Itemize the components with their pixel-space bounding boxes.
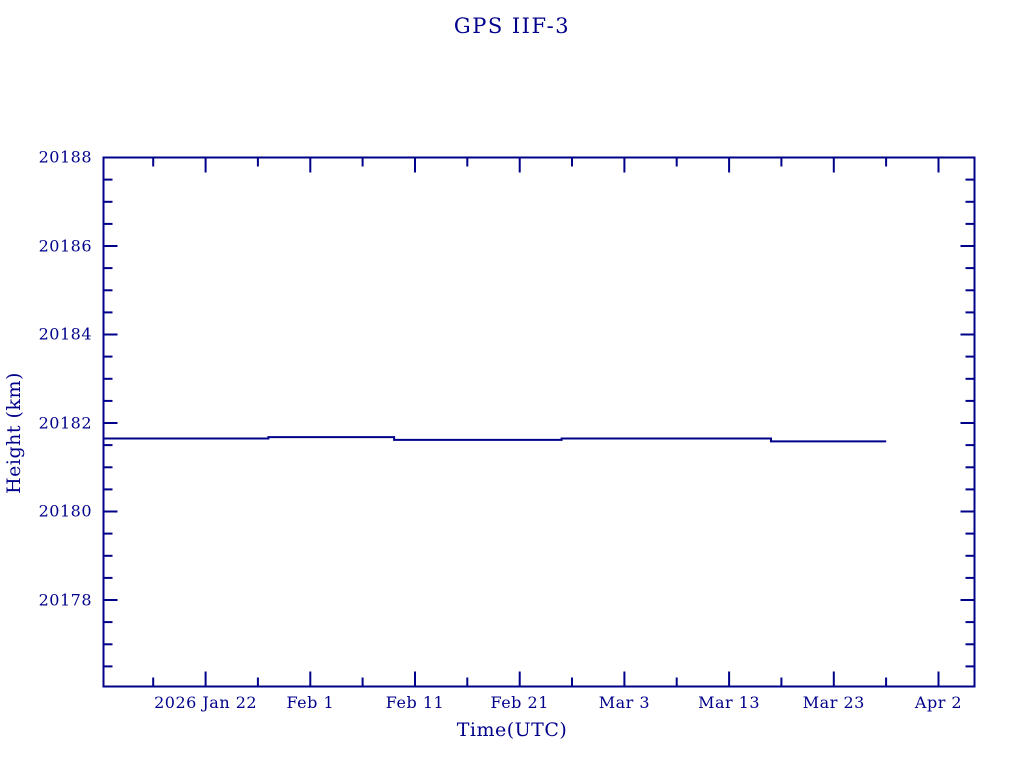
ytick-label-4: 20180 [38,501,92,521]
y-axis-major-ticks [103,156,975,601]
x-axis-title: Time(UTC) [456,719,568,741]
y-axis-minor-ticks [103,178,975,668]
xtick-label-6: Mar 23 [802,693,865,712]
chart-title: GPS IIF-3 [453,14,571,38]
x-axis-major-ticks [204,157,940,687]
xtick-label-1: Feb 1 [286,693,335,712]
ytick-label-3: 20182 [38,413,92,433]
ytick-label-2: 20184 [38,324,92,344]
ytick-label-5: 20178 [38,590,92,610]
xtick-label-3: Feb 21 [490,693,549,712]
xtick-label-7: Apr 2 [914,693,963,712]
x-axis-minor-ticks [152,157,888,687]
ytick-label-0: 20188 [38,147,92,167]
xtick-label-4: Mar 3 [598,693,651,712]
xtick-label-0: 2026 Jan 22 [154,693,258,712]
plot-frame [102,156,976,688]
y-axis-title: Height (km) [3,372,25,494]
xtick-label-2: Feb 11 [385,693,445,712]
data-line-height [103,436,887,443]
ytick-label-1: 20186 [38,236,92,256]
xtick-label-5: Mar 13 [698,693,761,712]
